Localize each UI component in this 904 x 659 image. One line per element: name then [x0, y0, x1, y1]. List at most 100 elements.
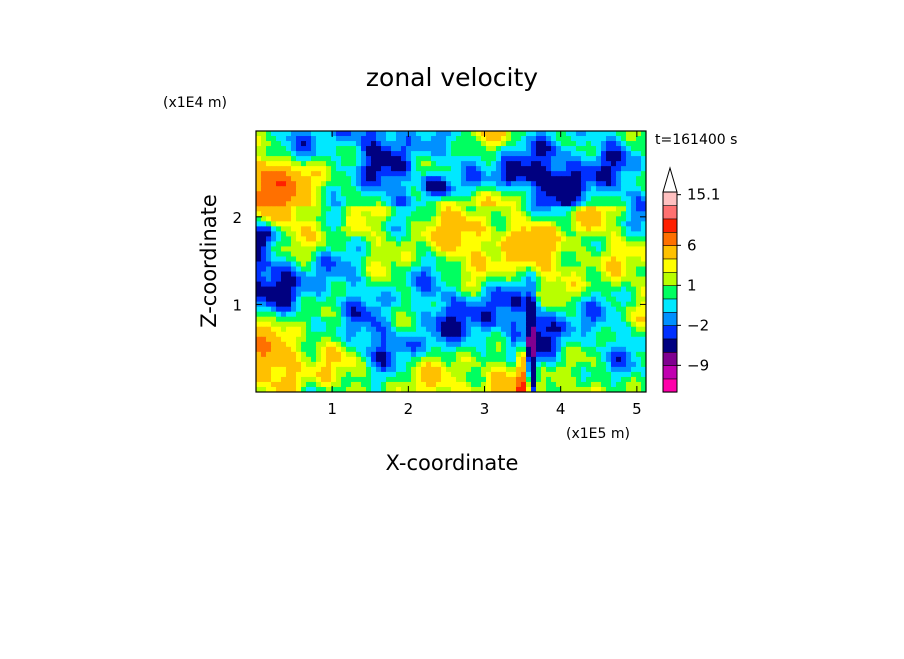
field-cell	[421, 201, 427, 207]
field-cell	[301, 251, 307, 258]
field-cell	[431, 151, 437, 157]
field-cell	[596, 206, 602, 212]
field-cell	[411, 266, 417, 273]
field-cell	[286, 146, 292, 152]
field-cell	[321, 306, 327, 313]
field-cell	[616, 251, 622, 258]
field-cell	[571, 221, 577, 227]
field-cell	[376, 226, 382, 232]
field-cell	[516, 241, 522, 248]
field-cell	[621, 251, 627, 258]
field-cell	[291, 241, 297, 248]
field-cell	[506, 156, 512, 162]
field-cell	[576, 136, 582, 142]
field-cell	[476, 286, 482, 293]
field-cell	[441, 241, 447, 248]
field-cell	[401, 371, 407, 378]
field-cell	[511, 291, 517, 298]
field-cell	[371, 191, 377, 197]
field-cell	[261, 171, 267, 177]
field-cell	[286, 296, 292, 303]
field-cell	[411, 356, 417, 363]
field-cell	[351, 276, 357, 283]
field-cell	[276, 281, 282, 288]
field-cell	[476, 181, 482, 187]
field-cell	[496, 331, 502, 338]
field-cell	[416, 316, 422, 323]
field-cell	[386, 331, 392, 338]
field-cell	[356, 211, 362, 217]
field-cell	[541, 181, 547, 187]
field-cell	[561, 181, 567, 187]
field-cell	[296, 141, 302, 147]
field-cell	[481, 356, 487, 363]
field-cell	[341, 196, 347, 202]
field-cell	[336, 276, 342, 283]
field-cell	[501, 296, 507, 303]
field-cell	[591, 171, 597, 177]
field-cell	[451, 376, 457, 383]
field-cell	[421, 221, 427, 227]
field-cell	[526, 336, 532, 343]
field-cell	[526, 236, 532, 243]
field-cell	[306, 136, 312, 142]
field-cell	[421, 336, 427, 343]
colorbar-segment	[662, 285, 678, 300]
field-cell	[581, 221, 587, 227]
field-cell	[291, 141, 297, 147]
field-cell	[301, 306, 307, 313]
field-cell	[371, 216, 377, 222]
field-cell	[541, 296, 547, 303]
field-cell	[501, 161, 507, 167]
field-cell	[456, 361, 462, 368]
field-cell	[616, 266, 622, 273]
field-cell	[336, 166, 342, 172]
field-cell	[621, 181, 627, 187]
field-cell	[326, 251, 332, 258]
field-cell	[556, 331, 562, 338]
field-cell	[591, 291, 597, 298]
field-cell	[606, 166, 612, 172]
field-cell	[456, 371, 462, 378]
colorbar-segment	[662, 378, 678, 393]
field-cell	[421, 261, 427, 268]
field-cell	[476, 141, 482, 147]
field-cell	[441, 236, 447, 243]
field-cell	[361, 141, 367, 147]
field-cell	[461, 281, 467, 288]
field-cell	[471, 141, 477, 147]
field-cell	[291, 271, 297, 278]
field-cell	[356, 341, 362, 348]
field-cell	[551, 291, 557, 298]
field-cell	[556, 156, 562, 162]
field-cell	[611, 201, 617, 207]
field-cell	[546, 336, 552, 343]
field-cell	[506, 321, 512, 328]
field-cell	[416, 196, 422, 202]
field-cell	[316, 251, 322, 258]
field-cell	[616, 171, 622, 177]
field-cell	[376, 176, 382, 182]
field-cell	[541, 216, 547, 222]
field-cell	[281, 176, 287, 182]
field-cell	[501, 356, 507, 363]
field-cell	[281, 186, 287, 192]
field-cell	[591, 281, 597, 288]
field-cell	[301, 321, 307, 328]
field-cell	[606, 241, 612, 248]
field-cell	[296, 366, 302, 373]
field-cell	[516, 296, 522, 303]
field-cell	[591, 381, 597, 388]
field-cell	[331, 321, 337, 328]
field-cell	[486, 311, 492, 318]
field-cell	[461, 286, 467, 293]
field-cell	[576, 351, 582, 358]
x-tick-label: 2	[404, 400, 414, 418]
field-cell	[316, 256, 322, 263]
field-cell	[616, 331, 622, 338]
field-cell	[511, 331, 517, 338]
field-cell	[411, 346, 417, 353]
field-cell	[431, 326, 437, 333]
field-cell	[421, 326, 427, 333]
field-cell	[326, 286, 332, 293]
